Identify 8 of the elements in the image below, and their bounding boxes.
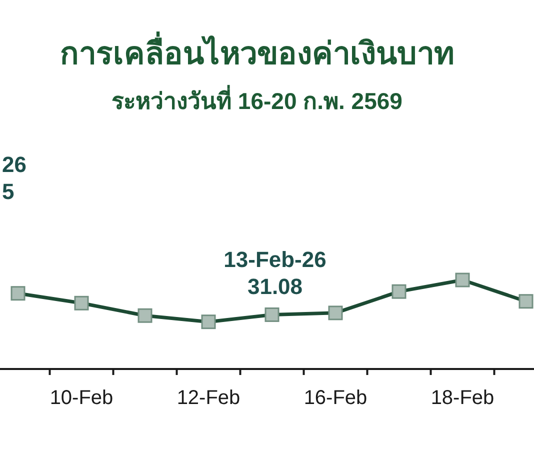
- subtitle: ระหว่างวันที่ 16-20 ก.พ. 2569: [112, 83, 402, 119]
- x-tick-label: 16-Feb: [304, 387, 368, 409]
- annotation: 26 5: [2, 152, 26, 204]
- x-tick-label: 12-Feb: [176, 387, 240, 409]
- x-tick-label: 18-Feb: [430, 387, 494, 409]
- x-tick-label: 10-Feb: [50, 387, 114, 409]
- title: การเคลื่อนไหวของค่าเงินบาท: [60, 26, 454, 82]
- annotation: 13-Feb-26 31.08: [224, 247, 326, 299]
